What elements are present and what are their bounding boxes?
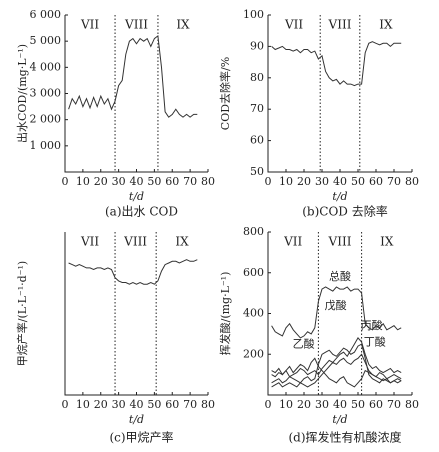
x-tick-label: 40 [130, 175, 144, 188]
x-tick-label: 70 [183, 175, 197, 188]
y-tick-label: 4 000 [30, 60, 62, 73]
series-label: 丙酸 [361, 318, 383, 332]
x-tick-label: 30 [112, 398, 126, 411]
y-tick-label: 70 [250, 102, 264, 115]
data-line [271, 337, 402, 378]
x-axis-label: t/d [332, 413, 347, 426]
phase-label: VIII [124, 18, 148, 32]
phase-label: VIII [328, 235, 352, 249]
x-tick-label: 20 [297, 175, 311, 188]
y-tick-label: 5 000 [30, 34, 62, 47]
x-axis-label: t/d [129, 413, 144, 426]
y-tick-label: 600 [243, 266, 264, 279]
y-tick-label: 800 [243, 225, 264, 238]
x-tick-label: 0 [265, 175, 272, 188]
y-axis-label: 甲烷产率/(L·L⁻¹·d⁻¹) [15, 261, 29, 366]
y-tick-label: 6 000 [30, 8, 62, 21]
x-tick-label: 70 [183, 398, 197, 411]
caption: (c)甲烷产率 [109, 430, 173, 445]
x-tick-label: 60 [165, 175, 179, 188]
y-tick-label: 2 000 [30, 113, 62, 126]
x-tick-label: 40 [333, 398, 347, 411]
phase-label: IX [380, 235, 394, 249]
x-tick-label: 20 [94, 175, 108, 188]
x-tick-label: 10 [279, 175, 293, 188]
phase-label: VII [283, 235, 302, 249]
x-tick-label: 40 [333, 175, 347, 188]
data-line [271, 286, 402, 339]
x-tick-label: 0 [62, 398, 69, 411]
x-tick-label: 60 [369, 398, 383, 411]
y-tick-label: 50 [250, 165, 264, 178]
y-axis-label: COD去除率/% [218, 57, 232, 130]
axes [64, 232, 208, 396]
x-tick-label: 70 [387, 175, 401, 188]
x-tick-label: 30 [315, 398, 329, 411]
x-tick-label: 80 [405, 398, 419, 411]
y-axis-label: 挥发酸/(mg·L⁻¹) [218, 272, 232, 356]
x-tick-label: 30 [315, 175, 329, 188]
x-axis-label: t/d [129, 190, 144, 203]
x-tick-label: 40 [130, 398, 144, 411]
phase-label: VIII [123, 235, 147, 249]
x-tick-label: 20 [94, 398, 108, 411]
data-line [271, 357, 402, 388]
y-tick-label: 200 [243, 347, 264, 360]
x-tick-label: 10 [76, 175, 90, 188]
series-label: 戊酸 [325, 298, 347, 312]
x-tick-label: 60 [165, 398, 179, 411]
x-tick-label: 70 [387, 398, 401, 411]
series-label: 丁酸 [364, 335, 386, 349]
phase-label: IX [176, 18, 190, 32]
x-tick-label: 0 [265, 398, 272, 411]
x-tick-label: 50 [147, 175, 161, 188]
data-line [271, 343, 402, 384]
data-line [68, 34, 198, 118]
y-axis-label: 出水COD/(mg·L⁻¹) [15, 44, 29, 143]
x-tick-label: 50 [351, 398, 365, 411]
axes [267, 232, 412, 396]
phase-label: IX [175, 235, 189, 249]
caption: (b)COD 去除率 [302, 204, 388, 219]
x-tick-label: 80 [405, 175, 419, 188]
x-tick-label: 20 [297, 398, 311, 411]
x-tick-label: 10 [76, 398, 90, 411]
y-tick-label: 90 [250, 39, 264, 52]
y-tick-label: 1 000 [30, 139, 62, 152]
caption: (a)出水 COD [105, 205, 178, 219]
x-tick-label: 0 [62, 175, 69, 188]
x-tick-label: 80 [201, 175, 215, 188]
y-tick-label: 100 [243, 8, 264, 21]
x-tick-label: 30 [112, 175, 126, 188]
x-tick-label: 50 [351, 175, 365, 188]
x-tick-label: 60 [369, 175, 383, 188]
phase-label: VII [80, 235, 99, 249]
y-tick-label: 400 [243, 307, 264, 320]
y-tick-label: 60 [250, 134, 264, 147]
phase-label: VII [284, 18, 303, 32]
caption: (d)挥发性有机酸浓度 [288, 430, 401, 445]
x-tick-label: 50 [147, 398, 161, 411]
phase-label: IX [379, 18, 393, 32]
axes [267, 15, 412, 173]
data-line [271, 353, 402, 388]
series-label: 总酸 [329, 269, 351, 283]
data-line [271, 41, 402, 87]
x-axis-label: t/d [332, 190, 347, 203]
data-line [68, 259, 198, 285]
x-tick-label: 10 [279, 398, 293, 411]
x-tick-label: 80 [201, 398, 215, 411]
y-tick-label: 3 000 [30, 87, 62, 100]
series-label: 乙酸 [293, 337, 315, 351]
y-tick-label: 80 [250, 71, 264, 84]
phase-label: VII [80, 18, 99, 32]
phase-label: VIII [328, 18, 352, 32]
axes [64, 15, 208, 173]
